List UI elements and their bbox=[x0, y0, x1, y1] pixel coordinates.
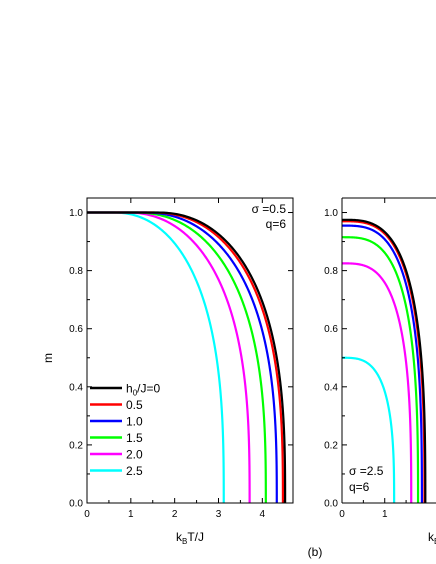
series-line bbox=[342, 218, 427, 503]
series-line bbox=[342, 356, 396, 503]
panel-b-sigma-annotation: σ =2.5 bbox=[349, 464, 384, 478]
panel-a-q-annotation: q=6 bbox=[266, 217, 287, 231]
y-tick-label: 0.0 bbox=[324, 499, 338, 510]
x-tick-label: 0 bbox=[84, 509, 90, 520]
y-tick-label: 0.0 bbox=[69, 499, 83, 510]
x-tick-label: 0 bbox=[339, 509, 345, 520]
y-tick-label: 1.0 bbox=[69, 208, 83, 219]
panel-a-legend: h0/J=00.5 1.0 1.5 2.0 2.5 bbox=[90, 382, 160, 478]
series-line bbox=[87, 211, 287, 503]
x-tick-label: 4 bbox=[260, 509, 266, 520]
legend-label: h0/J=0 bbox=[126, 382, 160, 398]
panel-b-curves bbox=[342, 218, 427, 503]
y-tick-label: 0.8 bbox=[324, 266, 338, 277]
y-tick-label: 0.8 bbox=[69, 266, 83, 277]
y-tick-label: 0.2 bbox=[69, 440, 83, 451]
series-line bbox=[342, 262, 413, 503]
y-tick-label: 0.6 bbox=[69, 324, 83, 335]
x-tick-label: 1 bbox=[128, 509, 134, 520]
y-tick-label: 0.4 bbox=[69, 382, 83, 393]
panel-a-x-ticks: 0 1 2 3 4 bbox=[84, 198, 285, 520]
series-line bbox=[87, 211, 251, 503]
panel-b-y-ticks: 0.0 0.2 0.4 0.6 0.8 1.0 bbox=[324, 208, 347, 510]
panel-a-y-axis-label: m bbox=[41, 353, 55, 363]
panel-a-frame bbox=[86, 197, 294, 504]
panel-b-x-axis-label: kB bbox=[428, 530, 436, 546]
series-line bbox=[87, 211, 225, 503]
series-line bbox=[87, 211, 267, 503]
x-tick-label: 3 bbox=[216, 509, 222, 520]
legend-label: 1.5 bbox=[126, 431, 143, 445]
panel-a-curves bbox=[87, 211, 287, 503]
series-line bbox=[87, 211, 278, 503]
y-tick-label: 0.6 bbox=[324, 324, 338, 335]
x-tick-label: 2 bbox=[172, 509, 178, 520]
series-line bbox=[342, 236, 420, 503]
legend-label: 1.0 bbox=[126, 415, 143, 429]
x-tick-label: 1 bbox=[382, 509, 388, 520]
legend-label: 2.5 bbox=[126, 464, 143, 478]
panel-b: 0.00.20.40.60.81.0 01 σ =2.5 q=6 kB bbox=[324, 197, 436, 546]
panel-label-b: (b) bbox=[308, 545, 323, 559]
legend-label: 0.5 bbox=[126, 398, 143, 412]
legend-label: 2.0 bbox=[126, 448, 143, 462]
panel-b-q-annotation: q=6 bbox=[349, 480, 370, 494]
y-tick-label: 1.0 bbox=[324, 208, 338, 219]
y-tick-label: 0.4 bbox=[324, 382, 338, 393]
y-tick-label: 0.2 bbox=[324, 440, 338, 451]
panel-a-x-axis-label: kBT/J bbox=[176, 530, 204, 546]
panel-a-y-ticks: 0.0 0.2 0.4 0.6 0.8 1.0 bbox=[69, 208, 293, 510]
panel-a-sigma-annotation: σ =0.5 bbox=[252, 202, 287, 216]
series-line bbox=[342, 224, 423, 503]
